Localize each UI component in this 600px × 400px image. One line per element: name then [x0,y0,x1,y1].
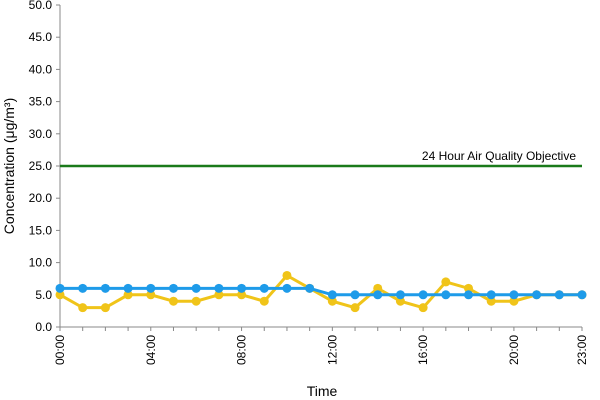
data-point [259,296,269,306]
x-tick-label: 04:00 [144,335,158,365]
data-point [100,283,110,293]
data-point [100,303,110,313]
y-axis-label: Concentration (μg/m³) [1,98,17,234]
data-point [123,283,133,293]
x-axis-label: Time [307,383,338,399]
reference-label: 24 Hour Air Quality Objective [422,149,576,163]
y-tick-label: 0.0 [35,320,52,334]
data-point [554,290,564,300]
data-point [191,283,201,293]
data-point [327,296,337,306]
data-point [350,290,360,300]
data-point [214,290,224,300]
data-point [237,290,247,300]
y-tick-label: 40.0 [29,62,53,76]
data-point [259,283,269,293]
data-point [123,290,133,300]
data-point [327,290,337,300]
data-point [418,303,428,313]
data-point [486,296,496,306]
x-tick-label: 23:00 [575,335,589,365]
data-point [464,283,474,293]
data-point [146,283,156,293]
y-tick-label: 20.0 [29,191,53,205]
data-point [532,290,542,300]
data-point [350,303,360,313]
x-tick-label: 16:00 [416,335,430,365]
data-point [441,290,451,300]
y-tick-label: 5.0 [35,288,52,302]
x-tick-label: 08:00 [235,335,249,365]
data-point [418,290,428,300]
y-tick-label: 50.0 [29,0,53,12]
data-point [168,283,178,293]
data-point [237,283,247,293]
x-tick-label: 00:00 [53,335,67,365]
data-point [395,296,405,306]
data-point [441,277,451,287]
y-tick-label: 30.0 [29,127,53,141]
data-point [78,283,88,293]
x-tick-label: 12:00 [325,335,339,365]
y-tick-label: 10.0 [29,256,53,270]
y-tick-label: 25.0 [29,159,53,173]
y-tick-label: 35.0 [29,95,53,109]
x-tick-label: 20:00 [507,335,521,365]
data-point [395,290,405,300]
y-tick-label: 45.0 [29,30,53,44]
data-point [577,290,587,300]
data-point [464,290,474,300]
data-point [146,290,156,300]
data-point [509,296,519,306]
data-point [78,303,88,313]
data-point [305,283,315,293]
data-point [214,283,224,293]
data-point [168,296,178,306]
data-point [509,290,519,300]
data-point [486,290,496,300]
data-point [282,270,292,280]
data-point [55,290,65,300]
data-point [373,290,383,300]
data-point [191,296,201,306]
data-point [373,283,383,293]
data-point [282,283,292,293]
y-tick-label: 15.0 [29,223,53,237]
data-point [55,283,65,293]
